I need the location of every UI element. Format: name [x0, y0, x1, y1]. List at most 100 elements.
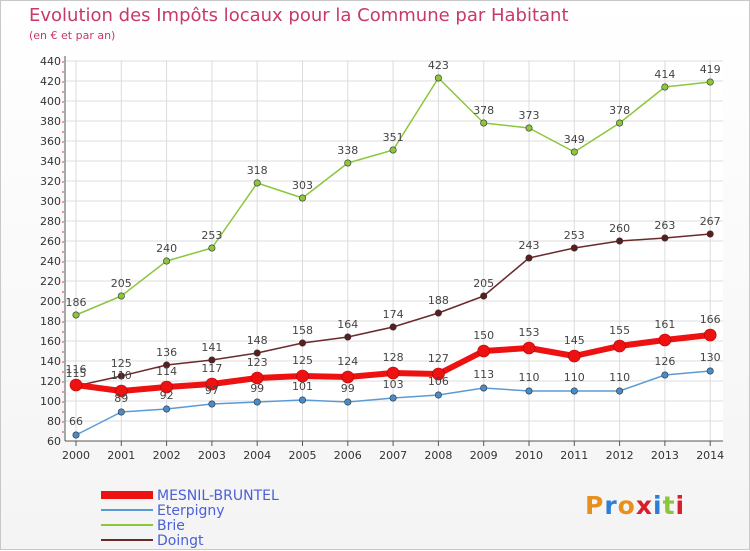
y-tick-label: 80	[47, 415, 61, 428]
data-point-mesnil-bruntel	[250, 371, 264, 385]
y-tick-label: 340	[40, 155, 61, 168]
logo-letter: t	[662, 491, 676, 520]
y-tick-label: 440	[40, 55, 61, 68]
data-point-brie	[570, 148, 578, 156]
data-point-eterpigny	[117, 408, 125, 416]
data-label-doingt: 253	[564, 229, 585, 242]
data-point-doingt	[344, 333, 352, 341]
data-label-eterpigny: 126	[654, 355, 675, 368]
data-label-doingt: 158	[292, 324, 313, 337]
data-point-doingt	[480, 292, 488, 300]
data-label-mesnil-bruntel: 123	[247, 356, 268, 369]
data-label-eterpigny: 66	[69, 415, 83, 428]
data-label-doingt: 115	[66, 367, 87, 380]
data-point-brie	[434, 74, 442, 82]
data-label-mesnil-bruntel: 117	[201, 362, 222, 375]
x-tick-label: 2013	[651, 449, 679, 462]
data-point-doingt	[525, 254, 533, 262]
x-tick-label: 2011	[560, 449, 588, 462]
data-point-doingt	[208, 356, 216, 364]
data-label-eterpigny: 113	[473, 368, 494, 381]
data-point-eterpigny	[434, 391, 442, 399]
data-point-eterpigny	[72, 431, 80, 439]
data-label-doingt: 148	[247, 334, 268, 347]
data-label-mesnil-bruntel: 161	[654, 318, 675, 331]
y-tick-label: 200	[40, 295, 61, 308]
y-tick-label: 140	[40, 355, 61, 368]
data-point-mesnil-bruntel	[115, 384, 128, 398]
data-label-doingt: 164	[337, 318, 358, 331]
legend-label: MESNIL-BRUNTEL	[157, 488, 279, 504]
x-tick-label: 2008	[424, 449, 452, 462]
data-label-brie: 423	[428, 59, 449, 72]
data-point-eterpigny	[570, 387, 578, 395]
x-tick-label: 2012	[606, 449, 634, 462]
data-point-mesnil-bruntel	[69, 378, 83, 392]
data-label-eterpigny: 89	[114, 392, 128, 405]
logo-letter: i	[653, 491, 663, 520]
y-tick-label: 280	[40, 215, 61, 228]
data-point-doingt	[253, 349, 261, 357]
data-label-mesnil-bruntel: 127	[428, 352, 449, 365]
y-tick-label: 240	[40, 255, 61, 268]
data-label-mesnil-bruntel: 166	[700, 313, 721, 326]
data-point-brie	[616, 119, 624, 127]
data-point-brie	[163, 257, 171, 265]
data-label-mesnil-bruntel: 110	[111, 369, 132, 382]
data-point-mesnil-bruntel	[432, 367, 445, 381]
logo-letter: r	[604, 491, 618, 520]
y-tick-label: 120	[40, 375, 61, 388]
data-label-brie: 303	[292, 179, 313, 192]
y-tick-label: 400	[40, 95, 61, 108]
data-label-eterpigny: 99	[250, 382, 264, 395]
y-tick-label: 220	[40, 275, 61, 288]
data-point-eterpigny	[389, 394, 397, 402]
data-label-brie: 338	[337, 144, 358, 157]
axes: 60 80 100 120 140 160 180 200 220 240 260 280 300 320…	[40, 55, 724, 462]
data-label-doingt: 174	[383, 308, 404, 321]
data-labels: 186 205 240 253 318 303 338 351 423 378 373 349 378 4…	[66, 59, 721, 428]
chart-title: Evolution des Impôts locaux pour la Comm…	[29, 5, 569, 26]
data-point-mesnil-bruntel	[296, 369, 309, 383]
x-tick-label: 2003	[198, 449, 226, 462]
y-tick-label: 360	[40, 135, 61, 148]
y-tick-label: 380	[40, 115, 61, 128]
data-point-mesnil-bruntel	[341, 370, 355, 384]
data-label-brie: 318	[247, 164, 268, 177]
data-label-doingt: 125	[111, 357, 132, 370]
series-group	[69, 74, 717, 439]
chart-subtitle: (en € et par an)	[29, 29, 116, 42]
data-point-eterpigny	[661, 371, 669, 379]
data-label-eterpigny: 97	[205, 384, 219, 397]
data-point-mesnil-bruntel	[703, 328, 717, 342]
data-point-mesnil-bruntel	[522, 341, 536, 355]
data-label-brie: 186	[66, 296, 87, 309]
data-point-eterpigny	[706, 367, 714, 375]
data-point-brie	[208, 244, 216, 252]
data-point-brie	[706, 78, 714, 86]
data-label-doingt: 141	[201, 341, 222, 354]
y-tick-label: 260	[40, 235, 61, 248]
logo-letter: o	[617, 491, 636, 520]
logo-letter: x	[635, 491, 653, 520]
data-label-doingt: 267	[700, 215, 721, 228]
data-label-eterpigny: 110	[609, 371, 630, 384]
data-point-doingt	[389, 323, 397, 331]
data-label-brie: 240	[156, 242, 177, 255]
data-label-mesnil-bruntel: 153	[519, 326, 540, 339]
data-label-eterpigny: 101	[292, 380, 313, 393]
data-point-eterpigny	[253, 398, 261, 406]
data-label-brie: 378	[473, 104, 494, 117]
y-tick-label: 60	[47, 435, 61, 448]
data-point-doingt	[117, 372, 125, 380]
data-point-brie	[72, 311, 80, 319]
data-label-brie: 205	[111, 277, 132, 290]
data-label-doingt: 260	[609, 222, 630, 235]
data-label-doingt: 205	[473, 277, 494, 290]
data-label-brie: 351	[383, 131, 404, 144]
data-point-eterpigny	[163, 405, 171, 413]
data-label-brie: 414	[654, 68, 675, 81]
data-point-doingt	[163, 361, 171, 369]
x-tick-label: 2000	[62, 449, 90, 462]
